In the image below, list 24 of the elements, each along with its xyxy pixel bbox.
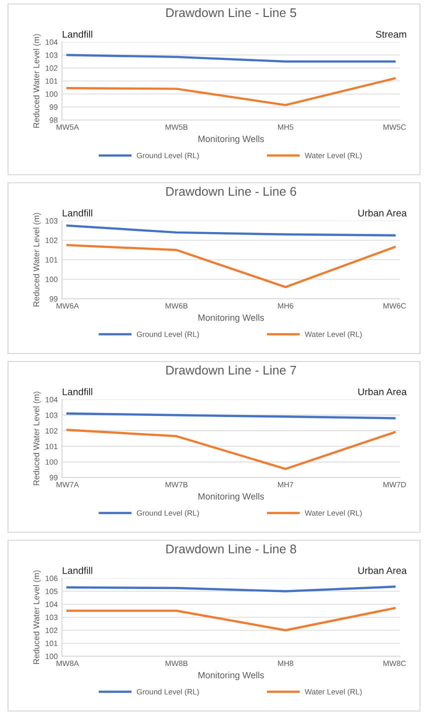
text: Urban Area [358,388,407,396]
text: Landfill [62,209,92,216]
chart-title: Drawdown Line - Line 5 [166,8,296,18]
chart-title: Drawdown Line - Line 8 [166,544,296,554]
x-axis-title: Monitoring Wells [198,492,264,502]
text: Urban Area [358,566,407,574]
chart-title: Drawdown Line - Line 7 [166,365,296,375]
line-series [66,428,396,470]
text: Stream [376,30,406,38]
y-axis-title: Reduced Water Level (m) [33,212,41,306]
x-axis-title: Monitoring Wells [198,135,264,144]
line-series [66,244,396,288]
text: Landfill [62,30,92,38]
line-series [66,224,396,236]
y-axis-title: Reduced Water Level (m) [33,34,41,128]
text: Urban Area [358,209,407,216]
x-axis-title: Monitoring Wells [198,314,264,323]
text: Landfill [62,388,92,396]
x-axis-title: Monitoring Wells [198,672,264,680]
line-series [66,77,396,106]
text: Landfill [62,566,92,574]
chart-title: Drawdown Line - Line 6 [166,186,296,196]
y-axis-title: Reduced Water Level (m) [33,570,41,664]
y-axis-title: Reduced Water Level (m) [33,392,41,486]
